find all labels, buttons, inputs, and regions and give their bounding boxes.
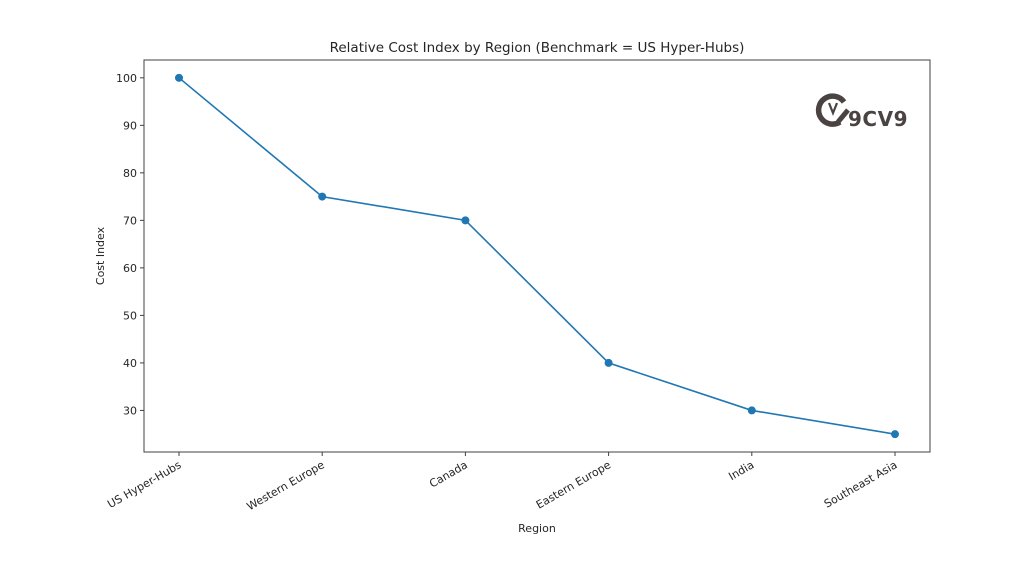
data-point — [891, 430, 899, 439]
y-tick-label: 40 — [123, 357, 137, 370]
y-tick-label: 50 — [123, 309, 137, 322]
data-point — [747, 406, 756, 415]
x-tick-label: Southeast Asia — [822, 458, 900, 510]
y-tick-label: 100 — [116, 72, 137, 85]
y-tick-label: 90 — [123, 119, 137, 132]
y-tick-label: 30 — [123, 404, 137, 417]
series-polyline — [178, 77, 896, 435]
logo-text: 9CV9 — [848, 107, 908, 131]
y-axis-label: Cost Index — [94, 226, 107, 285]
x-axis-label: Region — [518, 522, 556, 535]
series-line — [175, 73, 899, 439]
chart-title: Relative Cost Index by Region (Benchmark… — [330, 40, 745, 56]
x-tick-label: Canada — [427, 458, 470, 490]
watermark-logo: 9CV9 — [815, 93, 908, 131]
x-tick-label: Eastern Europe — [534, 458, 613, 511]
y-tick-label: 60 — [123, 262, 137, 275]
y-tick-label: 70 — [123, 214, 137, 227]
y-tick-label: 80 — [123, 167, 137, 180]
data-point — [318, 192, 327, 201]
x-tick-label: US Hyper-Hubs — [105, 458, 183, 511]
logo-icon — [815, 93, 850, 127]
data-point — [461, 216, 470, 225]
data-point — [604, 358, 613, 367]
axes-frame — [143, 59, 931, 453]
x-tick-label: Western Europe — [245, 458, 327, 513]
x-tick-label: India — [726, 458, 756, 483]
data-point — [175, 73, 183, 82]
y-axis: 30 40 50 60 70 80 90 100 — [116, 72, 144, 417]
plot-area — [143, 59, 931, 453]
x-axis: US Hyper-Hubs Western Europe Canada Eastern… — [105, 452, 900, 513]
